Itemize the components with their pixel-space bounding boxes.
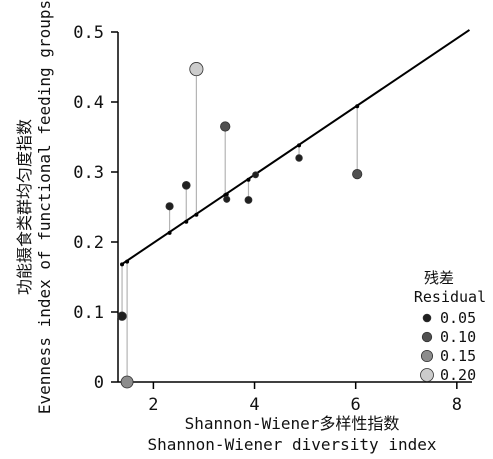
data-point [165, 202, 174, 211]
data-point [295, 154, 303, 162]
legend-marker [420, 368, 434, 382]
y-axis-title-english: Evenness index of functional feeding gro… [35, 0, 54, 414]
y-ticks: 0 0.1 0.2 0.3 0.4 0.5 [73, 23, 118, 393]
fitted-point [297, 143, 302, 148]
legend-marker [420, 349, 434, 363]
x-axis-title-english: Shannon-Wiener diversity index [148, 435, 437, 454]
data-point [120, 375, 134, 389]
x-tick-label: 4 [249, 395, 259, 415]
legend-marker [421, 331, 433, 343]
fitted-point [125, 259, 130, 264]
data-point [352, 169, 363, 180]
fitted-point [167, 230, 172, 235]
x-tick-label: 8 [452, 395, 462, 415]
fitted-points [120, 104, 360, 267]
data-point [223, 195, 231, 203]
data-point [252, 171, 259, 179]
legend-label: 0.20 [440, 366, 476, 384]
x-tick-label: 2 [148, 395, 158, 415]
y-tick-label: 0.3 [73, 163, 104, 183]
x-axis-title-chinese: Shannon-Wiener多样性指数 [185, 414, 400, 433]
data-point [220, 121, 231, 132]
regression-line [119, 29, 471, 266]
data-point [117, 311, 127, 321]
residual-connectors [121, 69, 358, 382]
x-ticks: 2 4 6 8 [148, 382, 462, 415]
legend-marker [422, 313, 432, 323]
x-tick-label: 6 [351, 395, 361, 415]
legend-entries: 0.050.100.150.20 [420, 309, 476, 384]
legend-label: 0.15 [440, 347, 476, 365]
y-tick-label: 0.4 [73, 93, 104, 113]
y-tick-label: 0.2 [73, 233, 104, 253]
legend-title-english: Residual [414, 288, 486, 306]
y-tick-label: 0.5 [73, 23, 104, 43]
fitted-point [120, 262, 125, 267]
legend-label: 0.10 [440, 328, 476, 346]
y-tick-label: 0.1 [73, 303, 104, 323]
y-tick-label: 0 [94, 373, 104, 393]
legend: 残差 Residual 0.050.100.150.20 [414, 269, 486, 384]
data-point [189, 62, 204, 77]
fitted-point [184, 219, 189, 224]
data-point [244, 196, 253, 204]
legend-label: 0.05 [440, 309, 476, 327]
y-axis-title-chinese: 功能摄食类群均匀度指数 [15, 119, 34, 295]
legend-title-chinese: 残差 [424, 269, 454, 287]
fitted-point [224, 192, 229, 197]
axes [117, 32, 472, 383]
fitted-point [355, 104, 360, 109]
fitted-point [194, 212, 199, 217]
fitted-point [246, 177, 251, 182]
data-points [117, 62, 363, 389]
data-point [181, 180, 191, 190]
